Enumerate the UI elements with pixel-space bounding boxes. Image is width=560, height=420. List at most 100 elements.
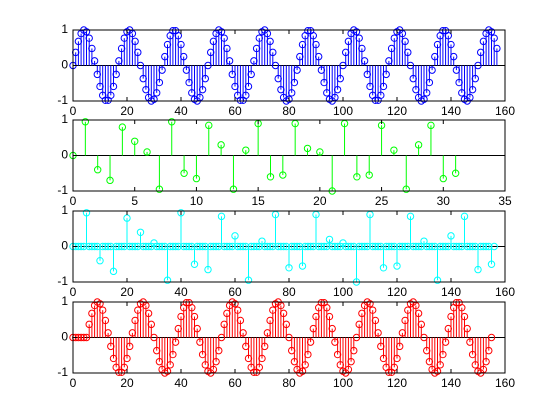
stem-marker [266,37,274,46]
stem-marker [223,44,231,53]
stem-marker [439,350,447,359]
stem-marker [153,89,161,97]
stem-marker [168,118,176,126]
stem-marker [387,242,396,251]
x-tick-label: 120 [387,104,407,118]
stem-marker [482,242,490,251]
stem-marker [401,37,409,46]
stem-marker [309,31,317,40]
stem-marker [333,85,342,94]
stem-marker [180,242,188,251]
y-tick-label: 1 [61,294,68,308]
x-tick-label: 120 [387,285,407,299]
stem-marker [126,342,134,351]
stem-marker [144,242,153,251]
stem-marker [242,146,250,154]
stem-marker [485,346,493,355]
stem-marker [185,242,193,251]
stem-marker [115,368,123,376]
stem-marker [144,309,153,318]
stem-marker [366,300,374,308]
y-tick-label: 1 [61,203,68,217]
y-tick-label: 1 [61,112,68,126]
stem-marker [126,242,134,251]
stem-marker [342,242,350,251]
stem-marker [250,242,258,251]
stem-marker [201,74,210,83]
stem-marker [404,48,412,57]
stem-marker [215,346,223,355]
stem-marker [414,141,423,149]
x-tick-label: 100 [333,376,353,390]
stem-marker [439,242,447,251]
y-tick-label: 1 [61,22,68,36]
stem-marker [304,242,312,251]
stem-marker [239,242,247,251]
stem-marker [365,171,373,179]
stem-marker [225,57,234,65]
stem-marker [466,242,474,251]
stem-marker [112,242,120,251]
stem-marker [303,144,312,153]
stem-marker [428,66,436,74]
stem-marker [101,96,110,104]
stem-marker [277,242,285,251]
stem-marker [423,242,431,251]
stem-marker [190,312,199,321]
stem-marker [320,242,328,251]
y-tick-label: -1 [57,365,68,379]
stem-marker [490,34,498,42]
stem-marker [293,242,301,251]
stem-marker [104,329,112,337]
stem-marker [153,242,161,251]
stem-marker [360,242,369,251]
stem-marker [451,169,460,177]
stem-marker [88,309,96,318]
stem-marker [177,40,185,49]
x-tick-label: 100 [333,285,353,299]
stem-marker [143,148,151,156]
stem-marker [306,338,315,346]
x-tick-label: 40 [174,376,188,390]
stem-marker [355,34,363,42]
stem-marker [347,357,355,366]
stem-marker [288,89,296,97]
stem-marker [198,85,207,94]
stem-marker [374,242,382,251]
stem-marker [107,342,115,351]
stem-marker [244,82,253,91]
stem-marker [433,367,442,375]
x-tick-label: 160 [495,104,515,118]
stem-marker [317,242,326,251]
stem-marker [328,242,336,251]
x-tick-label: 20 [120,285,134,299]
stem-marker [163,367,172,375]
stem-marker [379,264,388,272]
stem-marker [212,242,220,251]
x-tick-label: 140 [441,104,461,118]
y-tick-label: -1 [57,183,68,197]
stem-marker [412,242,420,251]
stem-marker [101,242,110,251]
stem-marker [261,242,269,251]
stem-marker [358,242,366,251]
stem-marker [80,333,88,342]
stem-marker [109,82,118,91]
stem-marker [447,40,455,49]
stem-marker [109,267,118,276]
stem-marker [115,242,123,251]
stem-marker [96,300,104,308]
stem-marker [93,166,102,174]
stem-marker [463,242,471,251]
stem-marker [231,300,239,308]
y-tick-label: 0 [61,148,68,162]
stem-marker [382,242,390,251]
stem-marker [468,85,477,94]
stem-marker [118,123,127,131]
stem-marker [382,70,390,79]
stem-marker [266,242,274,251]
stem-marker [82,209,91,217]
stem-marker [190,260,199,268]
stem-marker [107,242,115,251]
stem-marker [402,185,410,193]
